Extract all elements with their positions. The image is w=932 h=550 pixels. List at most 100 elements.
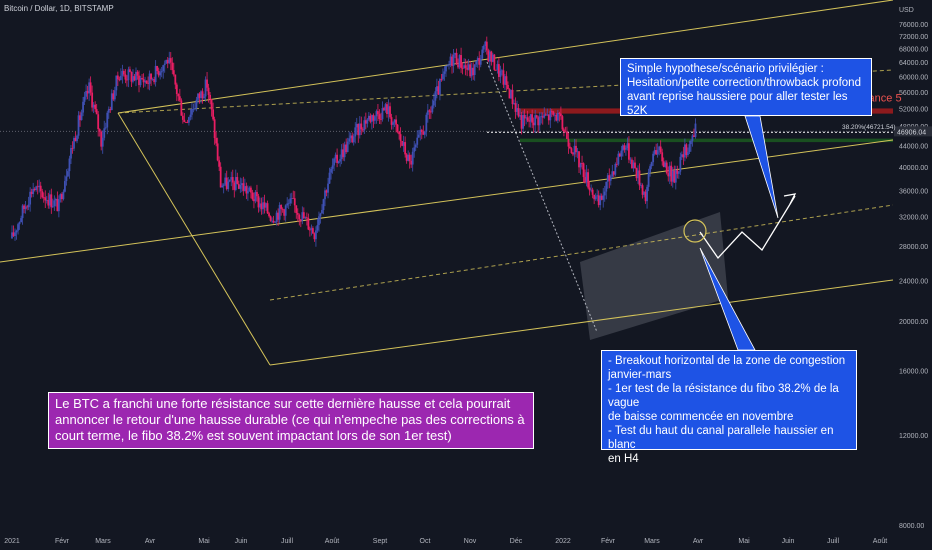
candle-body <box>277 212 280 220</box>
candle-body <box>101 137 104 147</box>
candle-body <box>606 175 609 182</box>
candle-body <box>153 79 156 83</box>
candle-body <box>274 221 277 223</box>
candle-body <box>631 159 633 169</box>
top-note-line: Hesitation/petite correction/throwback p… <box>627 77 861 89</box>
left-summary-note: Le BTC a franchi une forte résistance su… <box>48 392 534 449</box>
candle-body <box>534 115 537 126</box>
candle-body <box>271 220 273 222</box>
candle-body <box>316 225 319 231</box>
candle-body <box>395 119 397 125</box>
candle-body <box>679 156 682 172</box>
time-tick-label: Mars <box>95 538 111 545</box>
candle-body <box>466 67 469 70</box>
candle-body <box>113 90 116 100</box>
candle-body <box>165 59 168 64</box>
candle-body <box>496 64 499 70</box>
price-tick-label: 12000.00 <box>899 433 928 440</box>
candle-body <box>337 161 340 164</box>
candle-body <box>643 191 645 195</box>
candle-body <box>221 185 224 188</box>
candle-body <box>434 91 437 101</box>
candle-body <box>378 114 381 120</box>
time-tick-label: Août <box>325 538 339 545</box>
candle-body <box>225 177 228 190</box>
candle-body <box>407 154 410 161</box>
candle-body <box>625 148 627 150</box>
candle-body <box>224 177 227 185</box>
candle-body <box>150 73 153 80</box>
candle-body <box>39 185 42 192</box>
candle-body <box>209 94 211 100</box>
candle-body <box>626 143 629 149</box>
candle-body <box>525 117 528 119</box>
candle-body <box>36 186 39 188</box>
time-tick-label: Juill <box>827 538 840 545</box>
candle-body <box>118 79 121 81</box>
candle-body <box>357 123 360 136</box>
candle-body <box>115 75 118 91</box>
candle-body <box>67 171 69 177</box>
time-tick-label: Août <box>873 538 887 545</box>
candle-body <box>38 185 41 188</box>
candle-body <box>339 159 342 162</box>
candle-body <box>584 177 586 183</box>
candle-body <box>680 154 683 157</box>
candle-body <box>184 121 187 123</box>
current-price-tag <box>894 126 932 137</box>
candle-body <box>581 163 583 164</box>
candle-body <box>191 108 193 115</box>
candle-body <box>355 123 358 128</box>
candle-body <box>487 50 490 62</box>
candle-body <box>268 213 270 217</box>
candle-body <box>443 71 446 74</box>
candle-body <box>318 216 320 226</box>
candle-body <box>103 128 106 138</box>
candle-body <box>73 137 75 149</box>
candle-body <box>541 116 544 118</box>
candle-body <box>374 116 376 121</box>
candle-body <box>109 109 112 111</box>
candle-body <box>272 220 275 223</box>
test-highlight-circle <box>683 219 707 243</box>
time-tick-label: Mai <box>738 538 750 545</box>
candle-body <box>446 65 449 67</box>
candle-body <box>197 93 199 100</box>
candle-body <box>166 59 169 64</box>
candle-body <box>295 205 298 214</box>
candle-body <box>88 82 91 94</box>
projection-path <box>699 195 796 260</box>
candle-body <box>336 154 338 164</box>
candle-body <box>148 73 151 84</box>
candle-body <box>389 106 391 118</box>
candle-body <box>200 91 202 98</box>
candle-body <box>392 122 394 125</box>
candle-body <box>21 205 24 219</box>
candle-body <box>42 197 45 199</box>
candle-body <box>440 79 443 80</box>
candle-body <box>24 206 27 209</box>
candle-body <box>690 140 692 145</box>
time-tick-label: Mai <box>198 538 210 545</box>
candle-body <box>665 162 668 174</box>
candle-body <box>637 170 639 179</box>
candle-body <box>82 101 84 113</box>
candle-body <box>445 65 447 72</box>
candle-body <box>121 70 124 76</box>
candle-body <box>655 150 658 155</box>
candle-body <box>559 113 562 117</box>
candle-body <box>658 146 661 151</box>
candle-body <box>349 135 352 139</box>
candle-body <box>538 116 541 126</box>
bottom-note-line: en H4 <box>608 453 639 465</box>
candle-body <box>71 148 74 149</box>
candle-body <box>181 115 184 120</box>
candle-body <box>265 203 267 208</box>
candle-body <box>132 76 134 82</box>
candle-body <box>398 131 400 135</box>
candle-body <box>216 143 219 161</box>
candle-body <box>85 90 87 97</box>
candle-body <box>159 72 162 76</box>
candle-body <box>104 127 107 129</box>
candle-body <box>80 112 83 121</box>
